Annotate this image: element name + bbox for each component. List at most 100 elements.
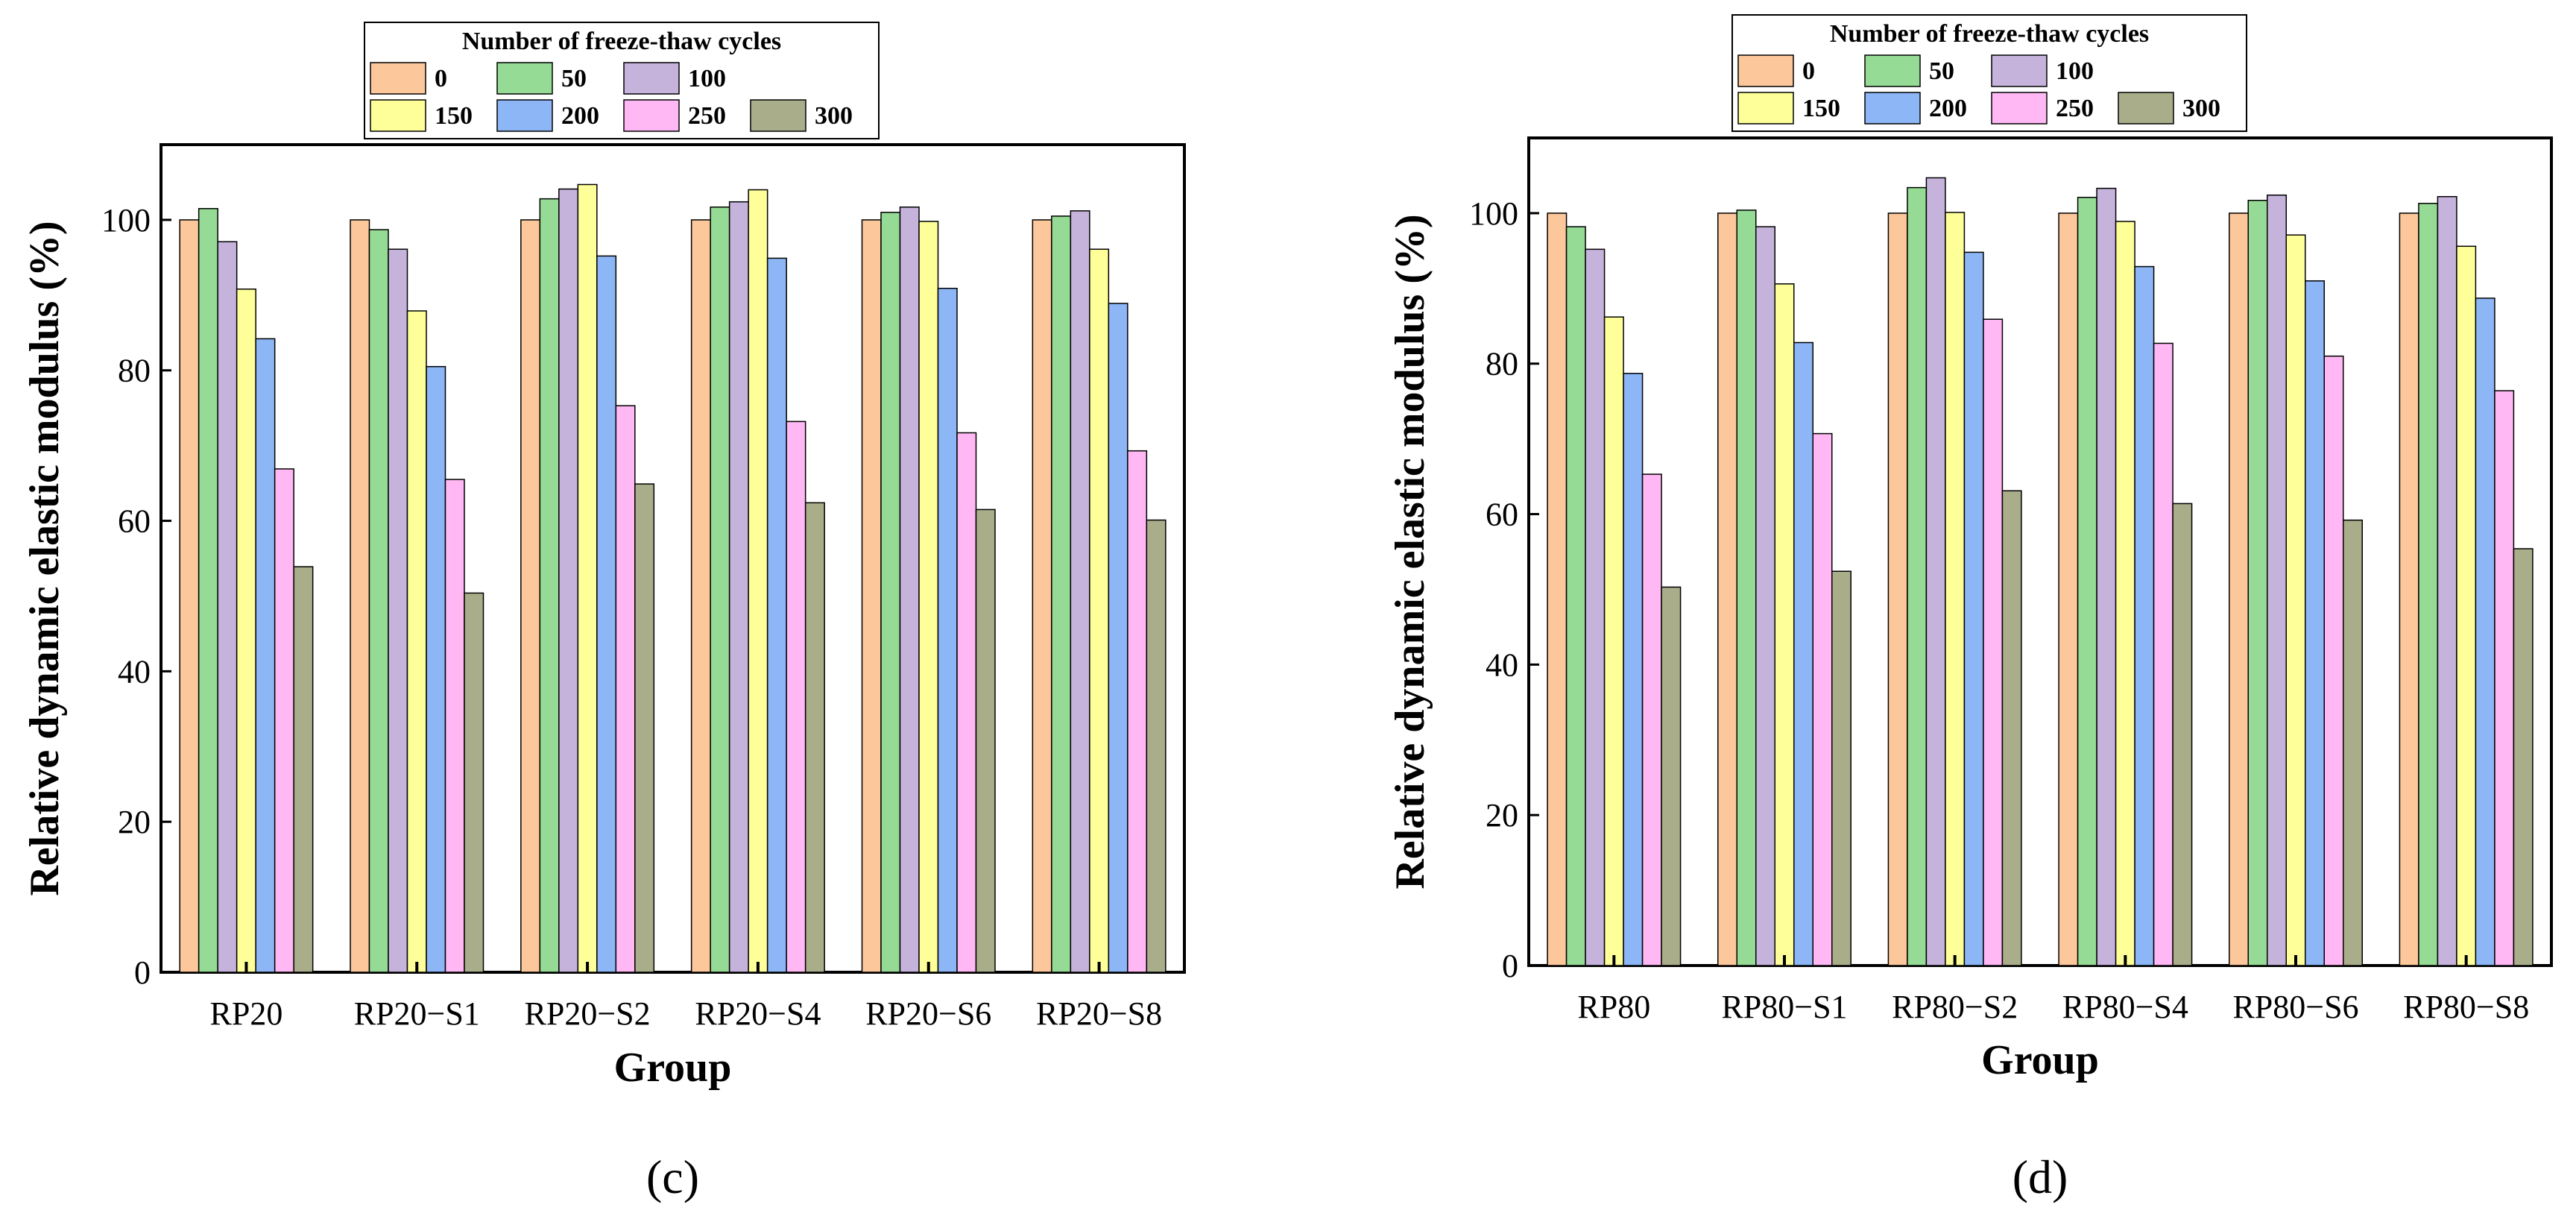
x-tick-label: RP20−S2 — [525, 995, 651, 1032]
plot-frame — [160, 143, 1186, 974]
legend: Number of freeze-thaw cycles 0 50 100 150 200… — [364, 22, 880, 139]
legend-label-0: 0 — [1802, 57, 1815, 85]
bar-RP20−S2-300 — [634, 483, 655, 973]
y-tick-label: 100 — [101, 202, 151, 239]
bar-RP80−S2-250 — [1983, 318, 2004, 966]
chart-panel-d: 0 20 40 60 80 100 RP80 RP80−S1 RP80−S2 RP80−S4 RP8… — [1387, 14, 2553, 1203]
bar-RP80−S1-50 — [1736, 210, 1757, 966]
bar-RP80−S2-100 — [1925, 177, 1946, 966]
bar-RP20−S4-300 — [804, 502, 825, 973]
bar-RP80−S4-300 — [2172, 503, 2193, 966]
bar-RP20−S4-150 — [748, 189, 768, 973]
legend-title: Number of freeze-thaw cycles — [462, 28, 781, 55]
x-tick-label: RP80−S1 — [1721, 989, 1847, 1025]
bar-RP20−S1-200 — [426, 365, 446, 973]
legend-swatch-150 — [1737, 92, 1794, 125]
bar-RP20-0 — [179, 219, 200, 973]
legend-swatch-200 — [496, 99, 553, 132]
y-tick-label: 80 — [1486, 346, 1518, 382]
bar-RP80−S8-250 — [2494, 390, 2515, 966]
legend-label-100: 100 — [688, 65, 726, 92]
y-tick-label: 40 — [118, 653, 151, 690]
y-tick-label: 40 — [1486, 646, 1518, 683]
x-tick-label: RP80 — [1577, 989, 1650, 1025]
bar-RP20-200 — [255, 338, 276, 973]
bar-RP80−S1-250 — [1812, 432, 1833, 966]
bar-RP20−S8-0 — [1032, 219, 1052, 973]
legend-swatch-250 — [623, 99, 680, 132]
y-tick-label: 60 — [118, 503, 151, 540]
x-tick-label: RP80−S4 — [2062, 989, 2188, 1025]
bar-RP20−S8-250 — [1127, 450, 1148, 973]
y-tick-label: 60 — [1486, 497, 1518, 533]
bar-RP80−S4-0 — [2058, 212, 2079, 966]
legend-label-250: 250 — [2056, 95, 2094, 122]
bar-RP80−S2-0 — [1887, 212, 1908, 966]
bar-RP20−S1-100 — [388, 248, 408, 973]
bar-RP20−S1-300 — [464, 592, 484, 973]
bar-RP20−S8-100 — [1070, 210, 1090, 973]
bar-RP20-300 — [293, 566, 314, 973]
legend-swatch-100 — [1991, 54, 2048, 87]
panel-label: (c) — [646, 1150, 699, 1203]
bar-RP20−S2-150 — [577, 183, 598, 973]
bar-RP20−S4-250 — [786, 421, 806, 973]
bar-RP20−S8-150 — [1089, 248, 1110, 973]
y-tick-label: 20 — [118, 804, 151, 840]
bar-RP20−S4-200 — [766, 257, 787, 973]
legend-label-200: 200 — [561, 102, 599, 130]
legend-label-150: 150 — [435, 102, 473, 130]
bar-RP80−S2-50 — [1907, 186, 1928, 966]
bar-RP80-50 — [1565, 226, 1586, 966]
bar-RP80−S6-50 — [2247, 200, 2268, 966]
bar-RP20−S6-300 — [975, 508, 996, 973]
x-tick-label: RP20 — [210, 995, 283, 1032]
bar-RP80−S4-250 — [2153, 342, 2174, 966]
bar-RP80-300 — [1661, 586, 1682, 966]
bar-RP80-0 — [1547, 212, 1568, 966]
bar-RP20−S6-200 — [937, 287, 958, 973]
legend-swatch-50 — [1864, 54, 1921, 87]
bar-RP80-150 — [1603, 316, 1624, 966]
plot-frame — [1527, 136, 2553, 967]
bar-RP80−S1-100 — [1755, 226, 1775, 966]
bar-RP20-100 — [217, 241, 238, 973]
x-tick-label: RP80−S6 — [2232, 989, 2358, 1025]
bar-RP80−S6-150 — [2285, 234, 2306, 966]
y-tick-label: 80 — [118, 353, 151, 389]
bar-RP80−S6-0 — [2229, 212, 2249, 966]
bar-RP20−S1-250 — [444, 479, 465, 973]
bar-RP20−S6-0 — [861, 219, 882, 973]
panel-label: (d) — [2012, 1150, 2068, 1203]
bar-RP20−S2-0 — [520, 219, 541, 973]
legend-swatch-150 — [370, 99, 426, 132]
legend-swatch-100 — [623, 62, 680, 95]
bar-RP20−S2-50 — [539, 198, 560, 973]
legend-label-150: 150 — [1802, 95, 1840, 122]
bar-RP80−S8-300 — [2513, 548, 2534, 966]
x-tick-label: RP20−S8 — [1036, 995, 1162, 1032]
legend: Number of freeze-thaw cycles 0 50 100 150 200… — [1731, 14, 2247, 132]
bar-RP80−S8-50 — [2418, 203, 2439, 966]
bar-RP20−S2-100 — [558, 188, 579, 973]
legend-title: Number of freeze-thaw cycles — [1830, 20, 2149, 48]
bar-RP80−S8-200 — [2475, 297, 2496, 966]
y-tick-label: 100 — [1469, 195, 1518, 232]
bar-RP80-100 — [1585, 248, 1606, 966]
y-axis-title: Relative dynamic elastic modulus (%) — [22, 221, 68, 895]
bar-RP20−S4-0 — [690, 219, 711, 973]
bar-RP20−S6-150 — [918, 221, 939, 973]
bar-RP80−S1-0 — [1717, 212, 1737, 966]
bar-RP20−S1-0 — [350, 219, 370, 973]
legend-label-300: 300 — [815, 102, 853, 130]
bar-RP20−S6-100 — [899, 207, 920, 973]
bar-RP80−S2-150 — [1945, 212, 1966, 966]
bar-RP20−S6-50 — [880, 212, 901, 973]
chart-panel-c: 0 20 40 60 80 100 RP20 RP20−S1 RP20−S2 RP20−S4 RP2… — [22, 22, 1186, 1203]
legend-label-0: 0 — [435, 65, 447, 92]
legend-swatch-300 — [2118, 92, 2174, 125]
bar-RP80−S8-0 — [2399, 212, 2419, 966]
bar-RP20-250 — [274, 468, 294, 973]
legend-swatch-200 — [1864, 92, 1921, 125]
